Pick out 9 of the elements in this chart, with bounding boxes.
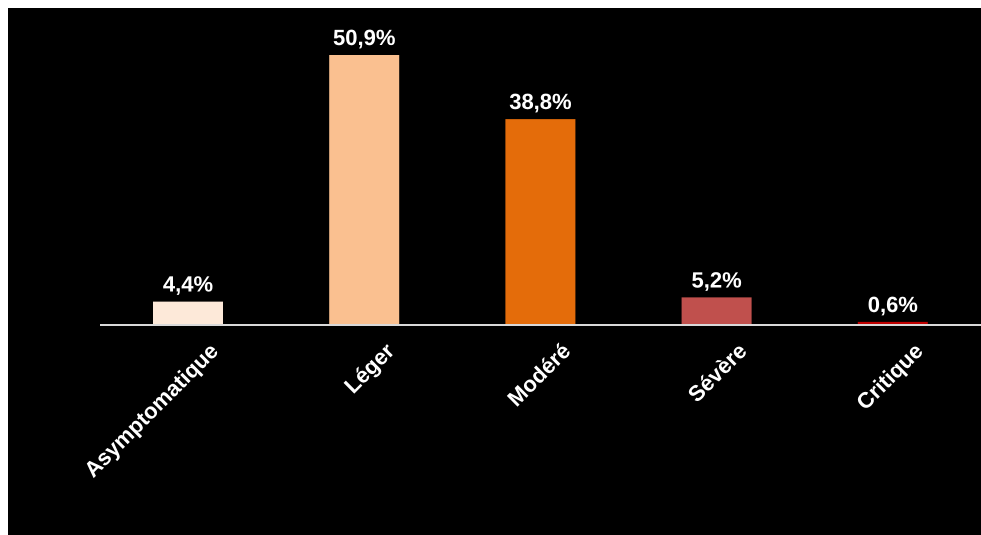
bar: [682, 297, 752, 325]
data-label: 4,4%: [162, 272, 214, 297]
data-label: 50,9%: [333, 25, 396, 50]
bar: [329, 55, 400, 325]
bar: [505, 119, 576, 325]
data-label: 0,6%: [868, 292, 918, 317]
data-label: 38,8%: [509, 89, 572, 114]
bar: [153, 302, 223, 325]
data-label: 5,2%: [692, 267, 742, 292]
